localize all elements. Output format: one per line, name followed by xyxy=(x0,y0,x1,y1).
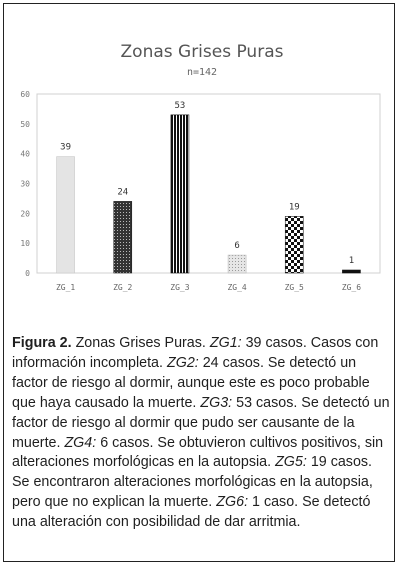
caption-tag: ZG2: xyxy=(166,354,199,371)
y-tick-label: 30 xyxy=(20,180,30,189)
data-label: 19 xyxy=(289,202,300,212)
caption-tag: ZG3: xyxy=(200,394,233,411)
caption-text: 1 caso. Se detectó una alteración con po… xyxy=(12,494,371,531)
caption-text: 53 casos. Se detectó un factor de riesgo… xyxy=(12,394,390,451)
caption-text: 24 casos. Se detectó un factor de riesgo… xyxy=(12,354,370,411)
x-tick-label: ZG_6 xyxy=(342,283,361,292)
bar-ZG_6 xyxy=(342,269,361,274)
caption-tag: ZG5: xyxy=(275,454,307,471)
chart-title: Zonas Grises Puras xyxy=(121,42,284,62)
bar-ZG_3 xyxy=(170,114,190,274)
x-tick-label: ZG_5 xyxy=(285,283,304,292)
data-label: 53 xyxy=(174,101,185,111)
y-tick-label: 20 xyxy=(20,209,30,218)
y-tick-label: 0 xyxy=(25,269,30,278)
bar-ZG_2 xyxy=(113,201,133,274)
x-tick-label: ZG_2 xyxy=(113,283,132,292)
x-tick-label: ZG_4 xyxy=(227,283,246,292)
bar-chart: Zonas Grises Puras n=142 0 10 20 30 40 50 60 39… xyxy=(20,42,381,292)
y-tick-label: 40 xyxy=(20,150,30,159)
bar-ZG_1 xyxy=(56,156,75,274)
x-tick-label: ZG_1 xyxy=(56,283,75,292)
y-tick-label: 10 xyxy=(20,239,30,248)
figure-title: Zonas Grises Puras. xyxy=(71,335,210,351)
y-tick-label: 50 xyxy=(20,120,30,129)
chart-panel: Zonas Grises Puras n=142 0 10 20 30 40 50 60 39… xyxy=(12,11,389,327)
plot-area xyxy=(36,93,381,274)
bar-ZG_4 xyxy=(227,254,247,274)
data-label: 6 xyxy=(234,241,239,251)
caption-text: 6 casos. Se obtuvieron cultivos positivo… xyxy=(12,434,384,471)
figure-caption: Figura 2. Zonas Grises Puras. ZG1: 39 ca… xyxy=(12,334,390,533)
y-tick-label: 60 xyxy=(20,90,30,99)
caption-items: ZG1: 39 casos. Casos con información inc… xyxy=(12,335,390,530)
chart-subtitle: n=142 xyxy=(187,67,217,78)
bar-ZG_5 xyxy=(284,216,304,274)
figure-frame: Zonas Grises Puras n=142 0 10 20 30 40 50 60 39… xyxy=(3,3,395,562)
data-label: 24 xyxy=(117,187,128,197)
data-label: 39 xyxy=(60,143,71,153)
x-tick-label: ZG_3 xyxy=(170,283,189,292)
caption-text: 19 casos. Se encontraron alteraciones mo… xyxy=(12,454,373,511)
caption-text: 39 casos. Casos con información incomple… xyxy=(12,335,379,371)
caption-tag: ZG6: xyxy=(216,494,249,511)
caption-tag: ZG1: xyxy=(209,335,242,351)
data-label: 1 xyxy=(349,256,354,266)
caption-tag: ZG4: xyxy=(64,434,97,451)
figure-label: Figura 2. xyxy=(12,335,72,351)
